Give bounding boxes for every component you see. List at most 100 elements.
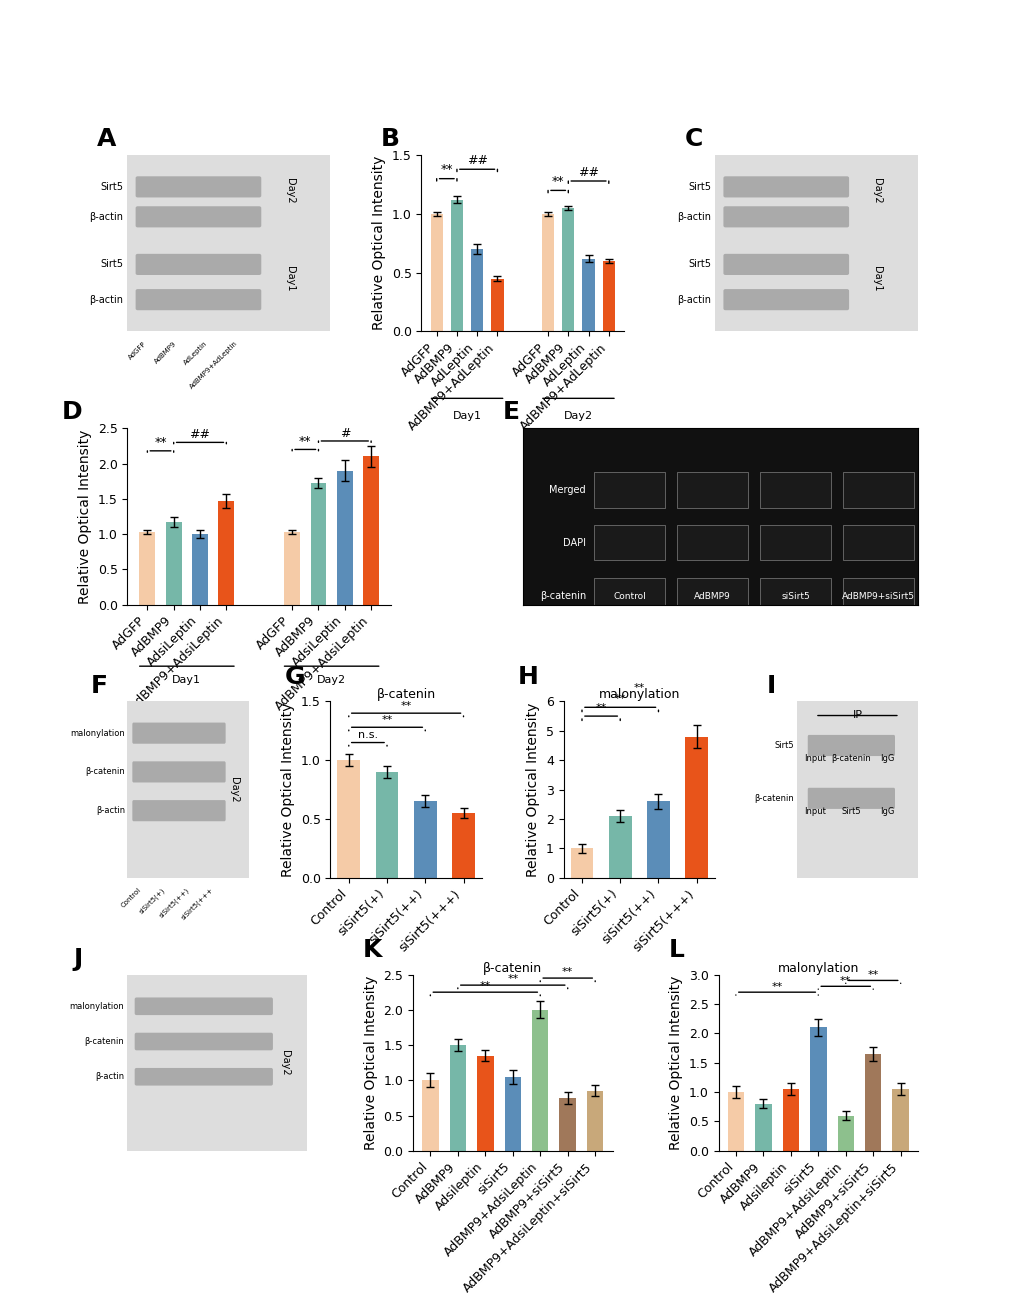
Text: Day1: Day1 [172,675,201,685]
Text: AdLeptin: AdLeptin [182,340,208,366]
Text: C: C [684,127,702,151]
Bar [192,534,208,605]
FancyBboxPatch shape [807,787,894,809]
Text: **: ** [614,694,626,705]
Text: β-actin: β-actin [677,295,710,305]
Text: Sirt5: Sirt5 [774,741,794,750]
Text: Sirt5: Sirt5 [100,260,123,269]
FancyBboxPatch shape [132,800,225,821]
Bar [582,259,594,331]
Text: DAPI: DAPI [562,538,586,548]
Bar [450,200,463,331]
Text: J: J [73,946,83,971]
Text: Input: Input [803,754,825,763]
Text: AdBMP9+AdLeptin: AdBMP9+AdLeptin [189,340,238,390]
Text: β-catenin: β-catenin [830,754,870,763]
Bar [414,802,436,878]
Text: Control: Control [612,592,645,601]
Text: **: ** [770,981,782,992]
Bar [727,1093,744,1151]
Bar [809,1028,825,1151]
Text: **: ** [561,967,573,978]
Bar [336,471,353,605]
FancyBboxPatch shape [136,253,261,275]
Text: ##: ## [190,428,210,441]
Text: Day2: Day2 [284,177,294,203]
Text: β-actin: β-actin [96,806,125,815]
Bar [532,1010,548,1151]
Bar [284,531,300,605]
Text: AdBMP9+siSirt5: AdBMP9+siSirt5 [841,592,914,601]
Y-axis label: Relative Optical Intensity: Relative Optical Intensity [372,156,386,331]
Bar [541,213,553,331]
Bar [140,531,155,605]
Text: **: ** [154,437,167,450]
Bar [491,278,503,331]
Title: β-catenin: β-catenin [376,688,435,701]
FancyBboxPatch shape [807,734,894,756]
Title: malonylation: malonylation [598,688,680,701]
Text: **: ** [867,970,878,980]
FancyBboxPatch shape [722,253,848,275]
Bar [586,1091,603,1151]
Text: Control: Control [120,887,142,909]
Bar [842,525,913,560]
Bar [218,500,234,605]
Bar [837,1116,853,1151]
Text: β-catenin: β-catenin [85,1037,123,1046]
Text: Day2: Day2 [229,777,238,803]
Text: **: ** [440,163,452,176]
Text: β-actin: β-actin [90,212,123,222]
Text: **: ** [633,683,644,693]
Text: Day2: Day2 [317,675,345,685]
Text: β-actin: β-actin [90,295,123,305]
Text: β-catenin: β-catenin [86,768,125,776]
Bar [842,472,913,508]
Bar [593,472,664,508]
Text: Day1: Day1 [284,266,294,291]
FancyBboxPatch shape [136,176,261,198]
Text: Day2: Day2 [564,411,592,420]
Text: Sirt5: Sirt5 [688,260,710,269]
Bar [471,250,483,331]
Title: malonylation: malonylation [776,962,858,975]
Bar [561,208,574,331]
Text: AdGFP: AdGFP [127,340,148,361]
Text: F: F [91,674,108,698]
Bar [593,525,664,560]
Text: G: G [284,665,306,689]
Text: Day1: Day1 [871,266,881,291]
Text: #: # [339,427,350,440]
Y-axis label: Relative Optical Intensity: Relative Optical Intensity [668,975,683,1149]
Bar [451,813,475,878]
Text: IP: IP [852,710,862,720]
FancyBboxPatch shape [135,1068,273,1086]
Text: Merged: Merged [549,485,586,495]
Text: H: H [518,665,539,689]
Text: **: ** [400,701,412,711]
Text: β-catenin: β-catenin [754,794,794,803]
Text: Sirt5: Sirt5 [688,182,710,191]
Bar [310,484,326,605]
Text: **: ** [551,175,564,187]
Text: malonylation: malonylation [70,729,125,737]
FancyBboxPatch shape [136,207,261,228]
Bar [363,456,379,605]
Bar [449,1045,466,1151]
Text: **: ** [479,981,490,992]
Bar [477,1055,493,1151]
FancyBboxPatch shape [132,762,225,782]
Bar [166,522,181,605]
Y-axis label: Relative Optical Intensity: Relative Optical Intensity [281,702,294,877]
Text: D: D [61,401,83,424]
Text: Day1: Day1 [452,411,481,420]
Text: B: B [380,127,399,151]
Bar [430,213,442,331]
Text: L: L [668,937,684,962]
Text: IgG: IgG [879,754,894,763]
Text: Sirt5: Sirt5 [100,182,123,191]
FancyBboxPatch shape [722,176,848,198]
Text: siSirt5: siSirt5 [781,592,809,601]
Bar [570,848,593,878]
Bar [677,578,747,613]
